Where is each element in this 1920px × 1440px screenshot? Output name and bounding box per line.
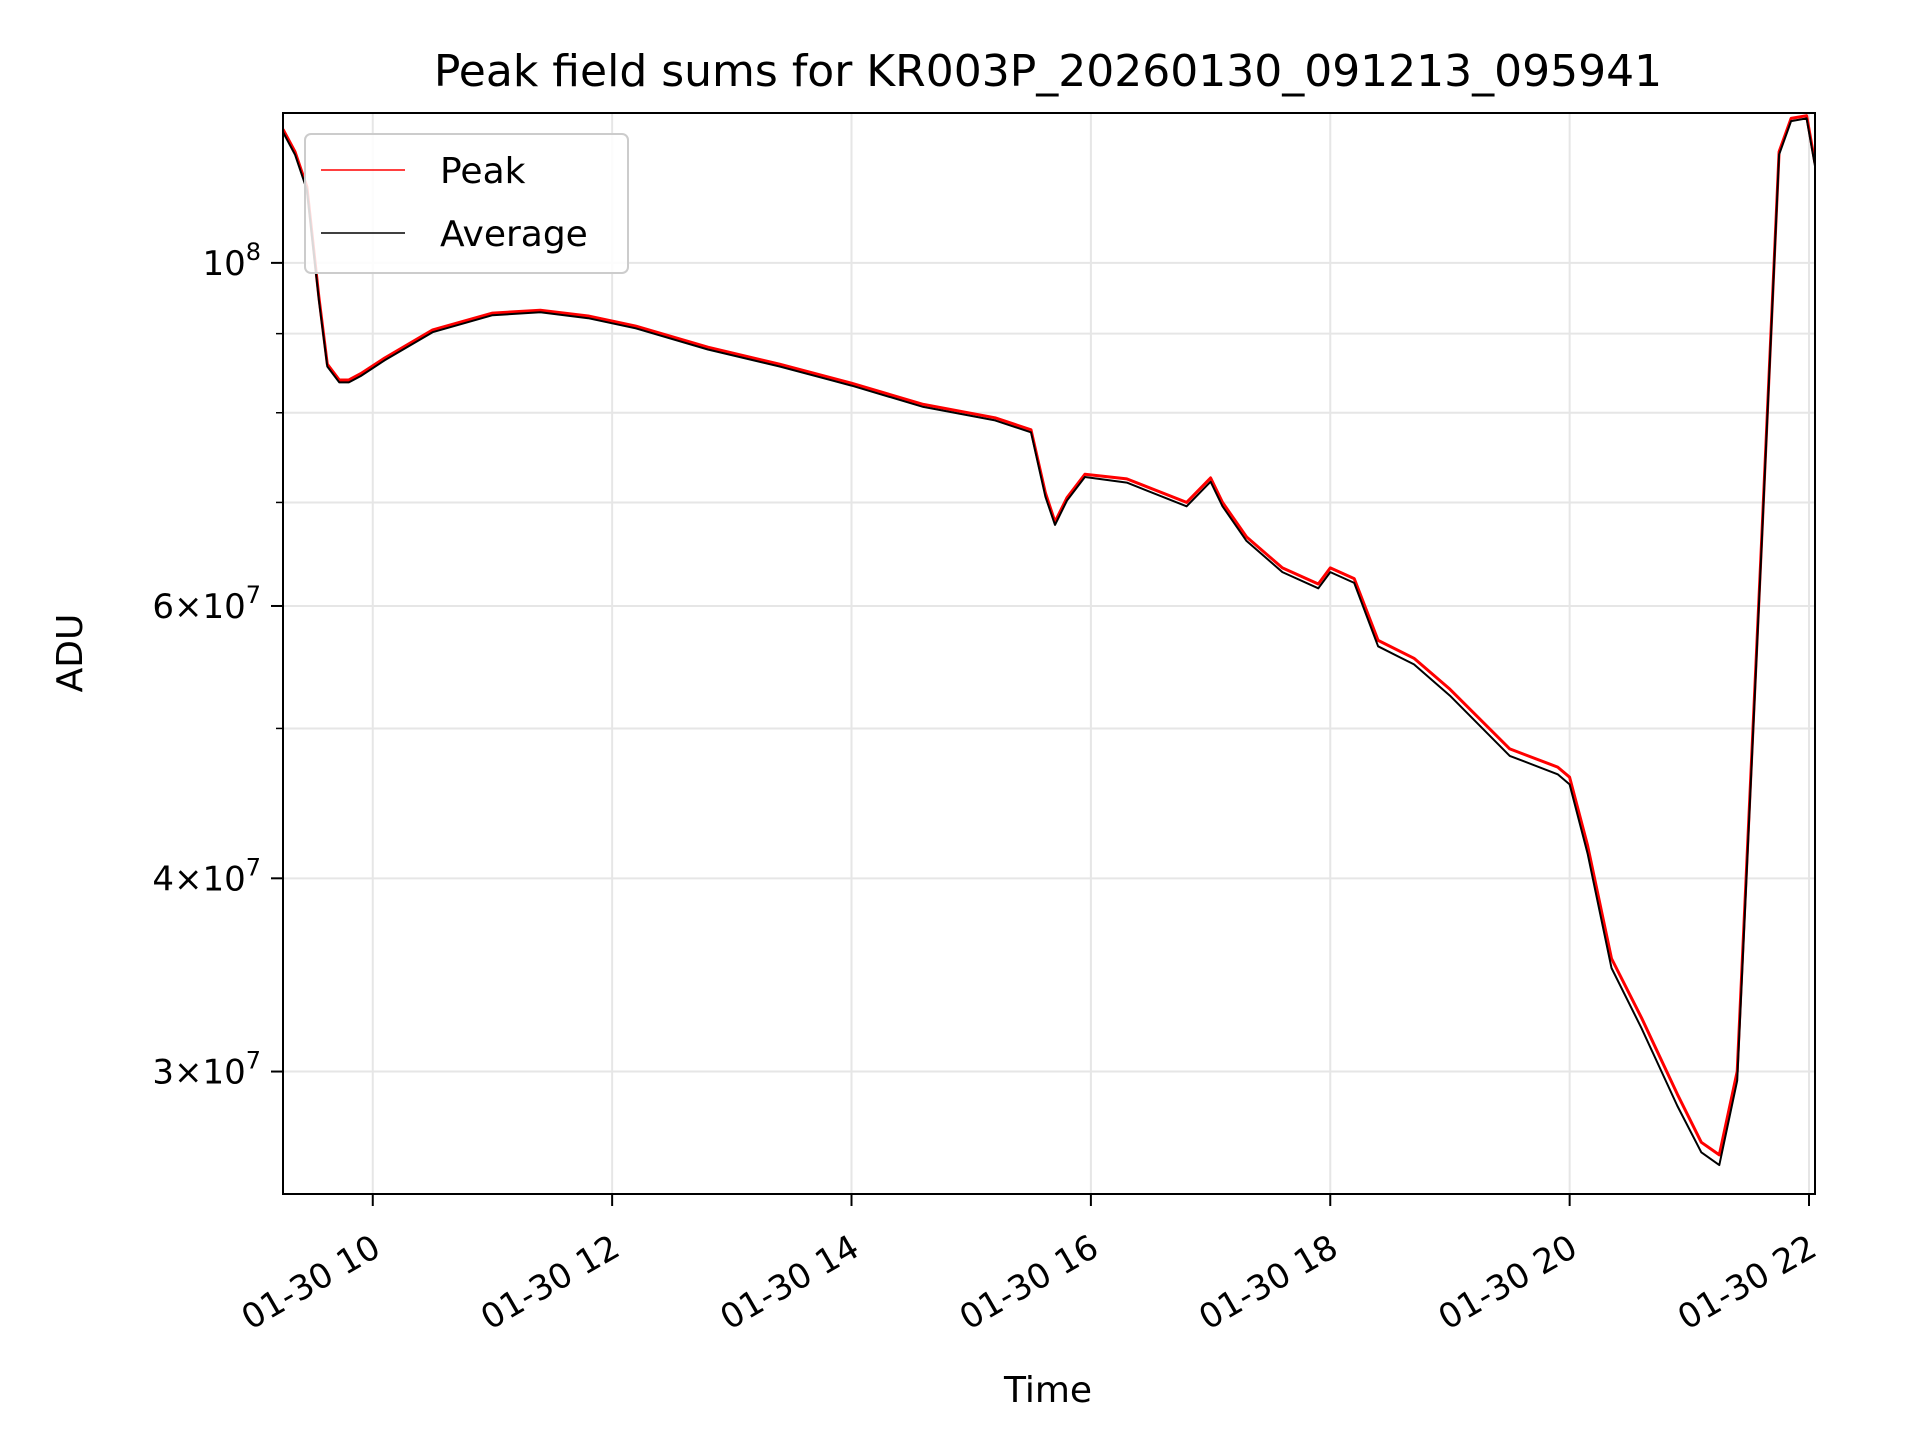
chart-title: Peak field sums for KR003P_20260130_0912… [434,46,1662,97]
legend: Peak Average [304,133,629,274]
legend-label-peak: Peak [440,151,526,192]
y-tick-label: 108 [202,238,261,284]
plot-frame [282,112,1816,1195]
y-tick-label: 4×107 [152,853,261,899]
x-axis-label: Time [1003,1370,1092,1411]
legend-box [304,133,629,274]
y-tick-label: 3×107 [152,1047,261,1093]
y-tick-label: 6×107 [152,581,261,627]
y-axis: 3×107 4×107 6×107 108 [152,238,283,1093]
y-axis-label: ADU [50,614,91,693]
series-line-average [283,117,1815,1167]
legend-label-average: Average [440,214,588,255]
plot-lines [283,114,1815,1167]
series-line-peak [283,114,1815,1157]
